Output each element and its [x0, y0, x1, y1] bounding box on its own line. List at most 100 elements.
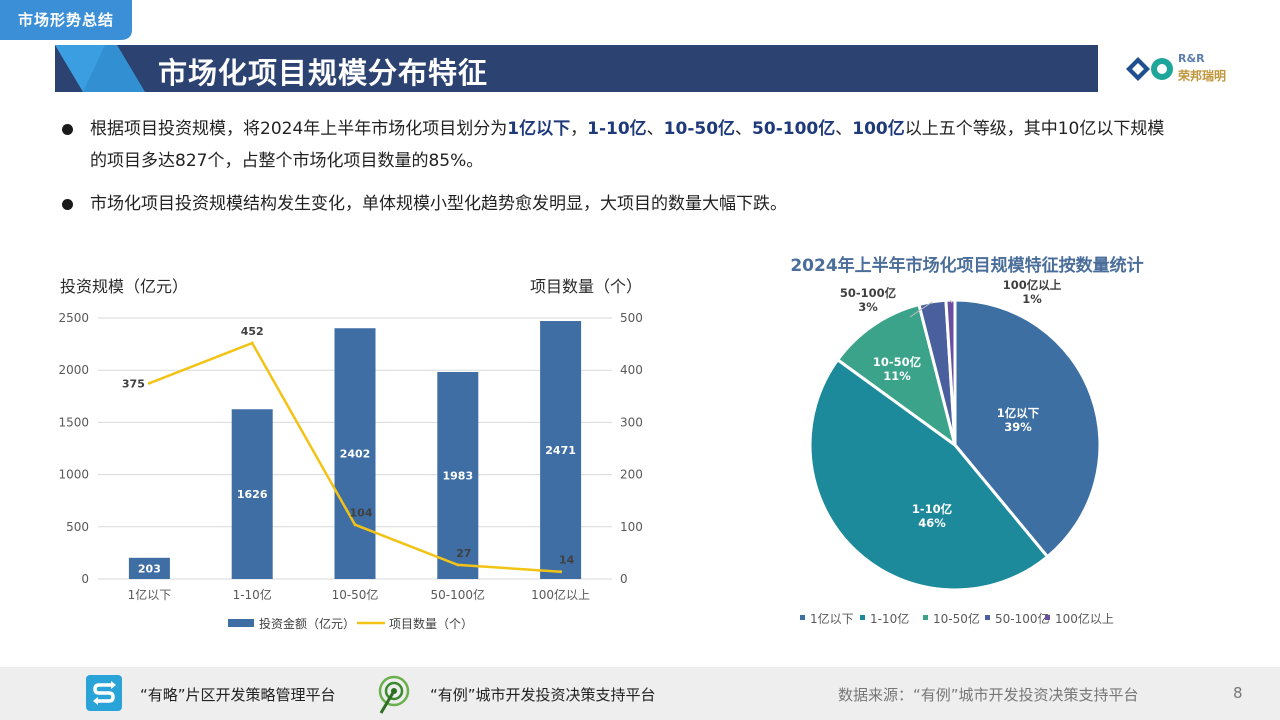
pie-slice-label: 1亿以下: [997, 406, 1040, 420]
left-tick-label: 1000: [58, 468, 89, 482]
pie-slice-label: 100亿以上: [1003, 278, 1062, 292]
bullet-1: 根据项目投资规模，将2024年上半年市场化项目划分为1亿以下，1-10亿、10-…: [90, 113, 1260, 177]
right-tick-label: 300: [620, 415, 643, 429]
pie-slice-value: 3%: [858, 300, 878, 314]
x-tick-label: 50-100亿: [431, 587, 486, 602]
logo-text-en: R&R: [1178, 52, 1205, 65]
left-tick-label: 2500: [58, 311, 89, 325]
pie-slice-value: 11%: [883, 369, 911, 383]
footer-platform-youlue: “有略”片区开发策略管理平台: [140, 686, 336, 704]
company-logo: [1118, 48, 1273, 90]
bullet-text: 以上五个等级，其中10亿以下规模: [904, 119, 1165, 139]
page-title: 市场化项目规模分布特征: [158, 56, 489, 90]
footer-platform-youli: “有例”城市开发投资决策支持平台: [430, 686, 656, 704]
pie-legend-swatch: [985, 615, 990, 620]
pie-slice-value: 46%: [918, 516, 946, 530]
line-point: [353, 523, 357, 527]
bar-value-label: 1626: [237, 488, 268, 501]
left-tick-label: 0: [81, 572, 89, 586]
pie-legend-label: 10-50亿: [933, 611, 980, 626]
pie-slice: [808, 357, 1050, 592]
x-tick-label: 10-50亿: [332, 587, 379, 602]
bullet-dot: [62, 199, 73, 210]
bar: [437, 371, 479, 579]
line-value-label: 14: [559, 554, 575, 567]
pie-legend-swatch: [860, 615, 865, 620]
left-tick-label: 2000: [58, 363, 89, 377]
right-tick-label: 100: [620, 520, 643, 534]
bar: [128, 557, 170, 579]
pie-slice-label: 1-10亿: [912, 502, 953, 516]
pie-legend-swatch: [923, 615, 928, 620]
pie-slice: [944, 298, 957, 446]
bullet-text: ，: [570, 119, 588, 139]
line-value-label: 375: [122, 377, 145, 390]
title-bar: [55, 45, 1098, 92]
legend-label-line: 项目数量（个）: [389, 616, 473, 631]
pie-slice-value: 1%: [1022, 292, 1042, 306]
right-axis-title: 项目数量（个）: [530, 277, 642, 296]
youli-logo-icon: [378, 675, 410, 714]
bullet-highlight: 100亿: [852, 119, 905, 139]
pie-title: 2024年上半年市场化项目规模特征按数量统计: [790, 255, 1143, 276]
pie-slice: [953, 298, 1102, 559]
pie-slice: [835, 302, 958, 449]
footer-data-source: 数据来源：“有例”城市开发投资决策支持平台: [838, 686, 1139, 704]
bar-value-label: 2402: [340, 448, 371, 461]
pie-legend-swatch: [800, 615, 805, 620]
line-value-label: 104: [350, 507, 373, 520]
bar-value-label: 2471: [545, 444, 576, 457]
x-tick-label: 1-10亿: [233, 587, 272, 602]
left-tick-label: 500: [66, 520, 89, 534]
pie-legend-label: 1亿以下: [810, 611, 854, 626]
bullet-highlight: 50-100亿: [752, 119, 836, 139]
right-tick-label: 200: [620, 468, 643, 482]
footer-bar: [0, 667, 1280, 720]
line-point: [147, 381, 151, 385]
pie-leader-line: [909, 301, 933, 318]
bullet-text: 、: [735, 119, 753, 139]
section-tab: [0, 0, 132, 40]
bar-value-label: 203: [138, 562, 161, 575]
bullet-highlight: 1-10亿: [587, 119, 647, 139]
pie-legend-swatch: [1045, 615, 1050, 620]
pie-legend-label: 100亿以上: [1055, 611, 1114, 626]
pie-slice-label: 50-100亿: [840, 286, 897, 300]
line-point: [250, 341, 254, 345]
bullet-text: 、: [646, 119, 664, 139]
legend-swatch-bar: [228, 619, 254, 627]
right-tick-label: 400: [620, 363, 643, 377]
pie-slice-label: 10-50亿: [873, 355, 922, 369]
pie-leader-line: [950, 299, 953, 304]
x-tick-label: 100亿以上: [531, 587, 590, 602]
pie-slice-value: 39%: [1004, 420, 1032, 434]
bullet-1-line-1: 根据项目投资规模，将2024年上半年市场化项目划分为1亿以下，1-10亿、10-…: [90, 119, 1164, 139]
bullet-2: 市场化项目投资规模结构发生变化，单体规模小型化趋势愈发明显，大项目的数量大幅下跌…: [90, 194, 787, 214]
pie-legend-label: 1-10亿: [870, 611, 909, 626]
legend-label-bar: 投资金额（亿元）: [259, 616, 355, 631]
pie-legend-label: 50-100亿: [995, 611, 1050, 626]
pie-chart: 2024年上半年市场化项目规模特征按数量统计1亿以下39%1-10亿46%10-…: [790, 255, 1143, 626]
bullet-1-line-2: 的项目多达827个，占整个市场化项目数量的85%。: [90, 151, 484, 171]
right-tick-label: 0: [620, 572, 628, 586]
x-tick-label: 1亿以下: [128, 587, 172, 602]
section-tab-label: 市场形势总结: [18, 11, 115, 29]
bullet-highlight: 1亿以下: [507, 119, 571, 139]
bar-value-label: 1983: [442, 469, 473, 482]
bar: [231, 409, 273, 579]
youlue-logo-icon: [86, 675, 122, 711]
bullet-dot: [62, 124, 73, 135]
line-value-label: 27: [456, 547, 471, 560]
left-axis-title: 投资规模（亿元）: [60, 277, 188, 296]
bullet-text: 、: [835, 119, 853, 139]
bullet-highlight: 10-50亿: [663, 119, 736, 139]
line-point: [559, 570, 563, 574]
line-value-label: 452: [241, 325, 264, 338]
left-tick-label: 1500: [58, 415, 89, 429]
line-point: [456, 563, 460, 567]
bullet-text: 根据项目投资规模，将2024年上半年市场化项目划分为: [90, 119, 508, 139]
page-number: 8: [1233, 684, 1243, 702]
logo-text-cn: 荣邦瑞明: [1178, 69, 1227, 83]
bar: [334, 328, 376, 579]
right-tick-label: 500: [620, 311, 643, 325]
